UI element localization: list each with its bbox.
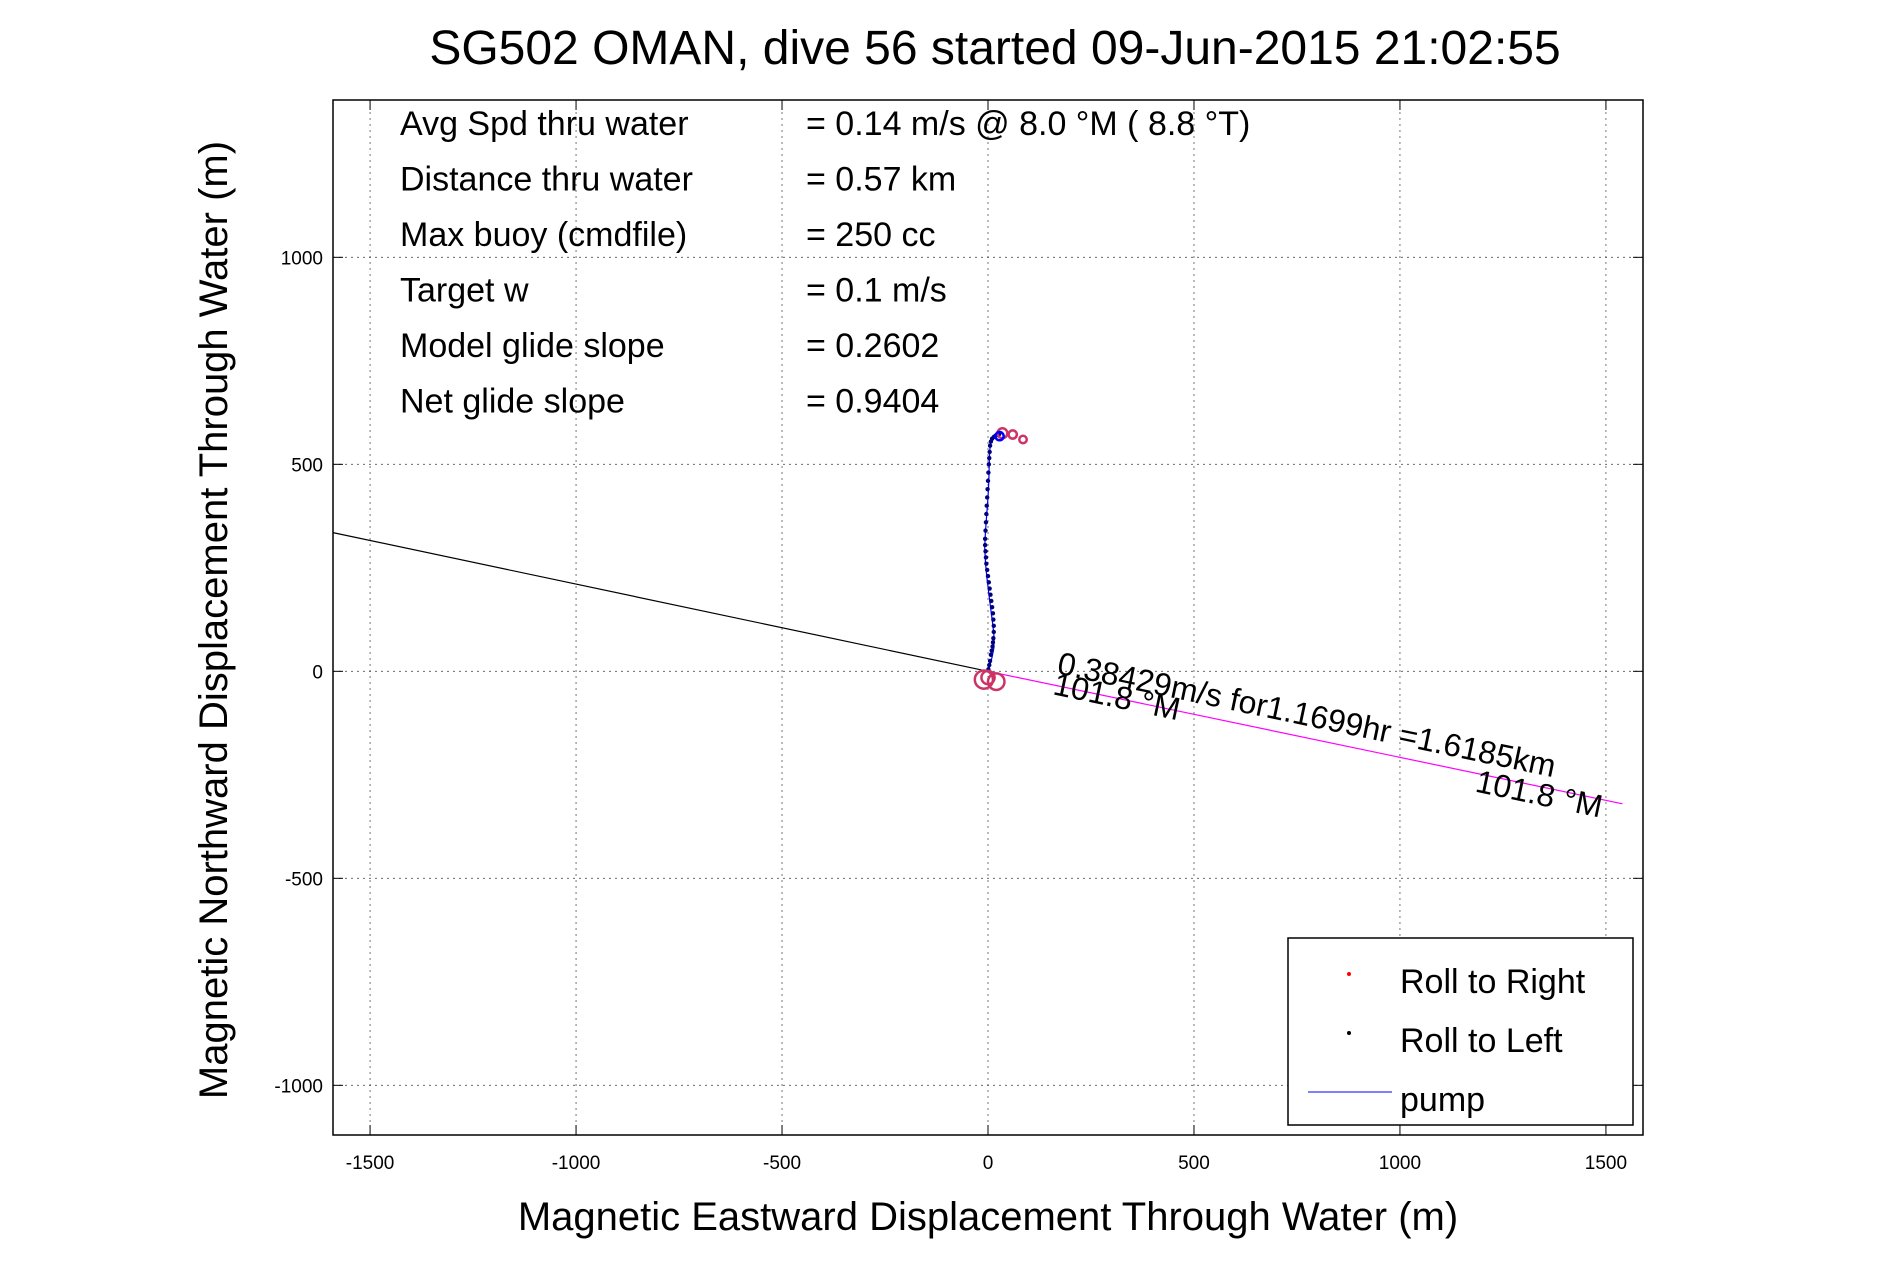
chart-title: SG502 OMAN, dive 56 started 09-Jun-2015 … bbox=[429, 22, 1560, 75]
track-point bbox=[987, 443, 993, 448]
track-point bbox=[990, 611, 996, 616]
stat-label: Target w bbox=[400, 272, 529, 310]
track-point bbox=[987, 455, 992, 461]
roll-loop bbox=[994, 430, 1005, 442]
roll-loop bbox=[973, 669, 995, 690]
track-point bbox=[989, 604, 995, 610]
stat-label: Model glide slope bbox=[400, 327, 665, 365]
series-line-depth-averaged-current bbox=[987, 670, 1623, 805]
x-tick-label: 1500 bbox=[1585, 1153, 1627, 1174]
y-tick-label: -1000 bbox=[274, 1076, 323, 1097]
track-point bbox=[982, 542, 988, 548]
track-point bbox=[984, 561, 989, 566]
roll-loop bbox=[1007, 429, 1019, 440]
x-tick-label: 0 bbox=[983, 1153, 994, 1174]
track-point bbox=[987, 586, 992, 591]
track-point bbox=[991, 617, 996, 622]
legend-box bbox=[1287, 937, 1634, 1126]
track-point bbox=[989, 598, 994, 604]
track-point bbox=[983, 528, 988, 533]
stat-value: = 0.14 m/s @ 8.0 °M ( 8.8 °T) bbox=[806, 105, 1250, 143]
legend-label-pump: pump bbox=[1400, 1081, 1485, 1119]
track-point bbox=[988, 592, 993, 597]
roll-loop bbox=[986, 672, 1006, 692]
legend-label-roll-left: Roll to Left bbox=[1400, 1022, 1563, 1060]
stat-value: = 0.1 m/s bbox=[806, 272, 947, 310]
legend-marker-roll-left bbox=[1347, 1031, 1351, 1035]
stat-value: = 0.57 km bbox=[806, 161, 956, 199]
track-point bbox=[984, 511, 989, 517]
track-point bbox=[987, 662, 992, 668]
track-point bbox=[990, 640, 996, 645]
track-point bbox=[986, 462, 992, 467]
legend-label-roll-right: Roll to Right bbox=[1400, 963, 1586, 1001]
track-point bbox=[986, 470, 991, 475]
track-point bbox=[987, 658, 993, 664]
stat-value: = 0.2602 bbox=[806, 327, 939, 365]
track-point bbox=[991, 629, 996, 635]
y-tick-label: 1000 bbox=[281, 248, 323, 269]
tick-labels: -1500 -1000 -500 0 500 1000 1500 -1000 -500 0 500 1… bbox=[274, 248, 1627, 1174]
legend: Roll to Right Roll to Left pump bbox=[1287, 937, 1634, 1126]
track-point bbox=[983, 549, 988, 554]
track-point bbox=[985, 478, 991, 484]
track-point bbox=[988, 652, 994, 657]
x-tick-label: -1500 bbox=[346, 1153, 395, 1174]
x-tick-label: -1000 bbox=[552, 1153, 601, 1174]
x-tick-label: -500 bbox=[763, 1153, 801, 1174]
y-tick-label: 500 bbox=[291, 455, 323, 476]
legend-marker-roll-right bbox=[1347, 972, 1351, 976]
y-axis-title: Magnetic Northward Displacement Through … bbox=[192, 141, 236, 1099]
track-point bbox=[985, 573, 991, 579]
track-point bbox=[990, 644, 995, 649]
x-tick-label: 1000 bbox=[1379, 1153, 1421, 1174]
stat-label: Max buoy (cmdfile) bbox=[400, 216, 687, 254]
track-point bbox=[982, 536, 988, 542]
stat-value: = 250 cc bbox=[806, 216, 935, 254]
stats-block: Avg Spd thru water = 0.14 m/s @ 8.0 °M ( … bbox=[400, 105, 1250, 421]
roll-loop bbox=[980, 669, 996, 686]
track-point bbox=[984, 503, 989, 508]
track-point bbox=[991, 623, 996, 628]
y-tick-label: -500 bbox=[285, 869, 323, 890]
track-point bbox=[984, 495, 990, 500]
x-axis-title: Magnetic Eastward Displacement Through W… bbox=[518, 1195, 1458, 1239]
track-point bbox=[984, 567, 990, 573]
track-point bbox=[983, 520, 989, 525]
track-point bbox=[987, 449, 992, 455]
stat-label: Avg Spd thru water bbox=[400, 105, 689, 143]
stat-label: Net glide slope bbox=[400, 383, 625, 421]
track-point bbox=[991, 636, 996, 641]
series-line-bearing-line bbox=[332, 532, 989, 672]
x-tick-label: 500 bbox=[1178, 1153, 1210, 1174]
roll-loop bbox=[1018, 434, 1028, 445]
track-point bbox=[985, 486, 990, 492]
stat-value: = 0.9404 bbox=[806, 383, 939, 421]
track-point bbox=[983, 555, 989, 560]
y-tick-label: 0 bbox=[312, 662, 323, 683]
series-layer bbox=[332, 427, 1623, 805]
track-point bbox=[986, 580, 992, 585]
track-point bbox=[989, 648, 994, 653]
stat-label: Distance thru water bbox=[400, 161, 693, 199]
